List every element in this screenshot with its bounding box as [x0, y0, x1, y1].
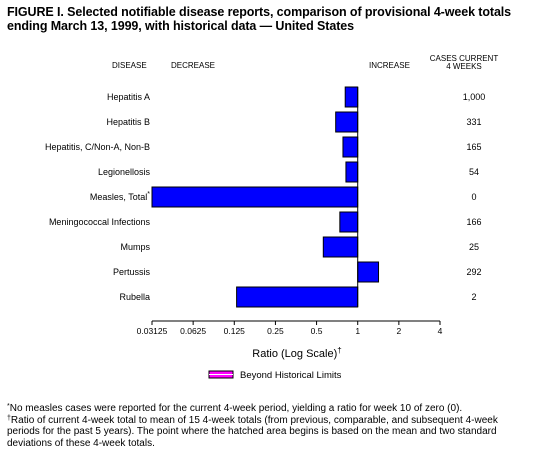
figure-title: FIGURE I. Selected notifiable disease re… [7, 5, 512, 33]
bar [339, 211, 359, 233]
x-tick-label: 4 [438, 326, 443, 336]
disease-label: Rubella [119, 292, 150, 302]
disease-label: Meningococcal Infections [49, 217, 151, 227]
bar [322, 236, 359, 258]
x-tick-label: 2 [396, 326, 401, 336]
bar [151, 186, 359, 208]
bar [345, 161, 359, 183]
disease-ratio-chart: DISEASE DECREASE INCREASE CASES CURRENT … [45, 54, 499, 381]
x-axis-title: Ratio (Log Scale)† [252, 346, 341, 360]
cases-value: 0 [471, 192, 476, 202]
x-tick-label: 0.25 [267, 326, 284, 336]
disease-label: Hepatitis B [106, 117, 150, 127]
x-axis: 0.03125 0.0625 0.125 0.25 0.5 1 2 4 [137, 87, 443, 336]
header-cases-current: CASES CURRENT [430, 54, 499, 63]
footnotes: *No measles cases were reported for the … [7, 403, 532, 449]
legend: Beyond Historical Limits [208, 370, 342, 381]
bars-layer [151, 86, 380, 308]
disease-label: Legionellosis [98, 167, 151, 177]
cases-value: 25 [469, 242, 479, 252]
labels-layer: Hepatitis A 1,000 Hepatitis B 331 Hepatitis,… [45, 92, 485, 302]
cases-value: 54 [469, 167, 479, 177]
bar [344, 86, 359, 108]
disease-label: Hepatitis, C/Non-A, Non-B [45, 142, 150, 152]
disease-label: Measles, Total* [90, 191, 150, 202]
cases-value: 1,000 [463, 92, 486, 102]
cases-value: 331 [466, 117, 481, 127]
header-increase: INCREASE [369, 61, 410, 70]
bar [236, 286, 359, 308]
x-tick-label: 0.03125 [137, 326, 168, 336]
header-disease: DISEASE [112, 61, 147, 70]
legend-label: Beyond Historical Limits [240, 370, 342, 381]
bar [357, 261, 380, 283]
cases-value: 2 [471, 292, 476, 302]
x-tick-label: 0.125 [224, 326, 246, 336]
cases-value: 165 [466, 142, 481, 152]
disease-label: Mumps [120, 242, 150, 252]
x-tick-label: 0.0625 [180, 326, 206, 336]
disease-label: Pertussis [113, 267, 151, 277]
footnote-ratio: †Ratio of current 4-week total to mean o… [7, 414, 498, 449]
bar [342, 136, 359, 158]
x-tick-label: 1 [355, 326, 360, 336]
bar [335, 111, 359, 133]
header-decrease: DECREASE [171, 61, 215, 70]
disease-label: Hepatitis A [107, 92, 150, 102]
footnote-measles: *No measles cases were reported for the … [7, 403, 463, 414]
cases-value: 166 [466, 217, 481, 227]
x-tick-label: 0.5 [311, 326, 323, 336]
header-4-weeks: 4 WEEKS [446, 62, 482, 71]
cases-value: 292 [466, 267, 481, 277]
